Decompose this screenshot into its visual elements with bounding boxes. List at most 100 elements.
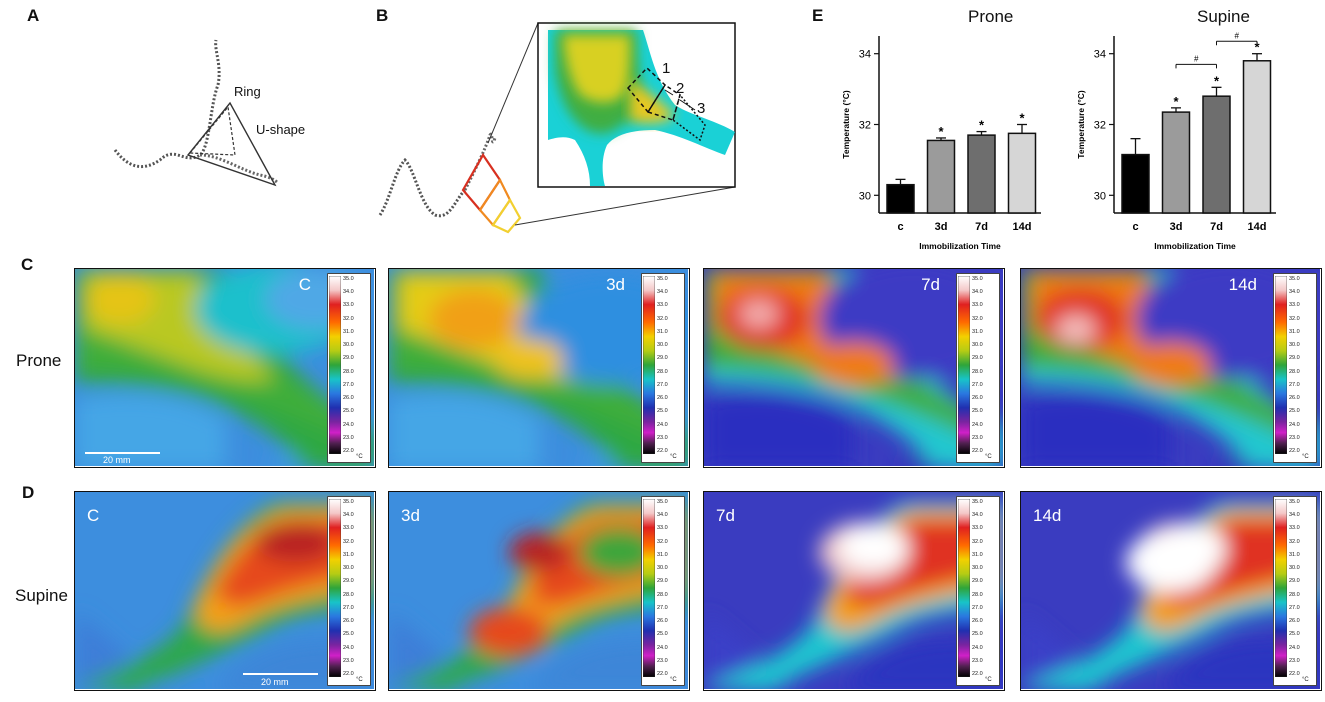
panel-a-sketch — [113, 39, 280, 187]
color-scale-tick: 28.0 — [657, 368, 668, 375]
heat-map — [389, 492, 688, 689]
roi-leader-2 — [664, 89, 674, 96]
color-scale-tick: 22.0 — [657, 448, 668, 454]
heat-map — [1021, 492, 1320, 689]
significance-marker: * — [979, 118, 985, 133]
color-gradient — [958, 499, 970, 677]
color-scale-tick: 27.0 — [343, 381, 354, 388]
ring-region — [188, 105, 236, 156]
panel-b-diagram — [378, 22, 736, 234]
color-scale-tick: 30.0 — [972, 342, 983, 349]
color-scale-tick: 35.0 — [1289, 499, 1300, 505]
y-axis-label: Temperature (°C) — [841, 90, 851, 159]
panel-label-b: B — [376, 6, 389, 25]
significance-marker: * — [1019, 111, 1025, 126]
color-scale-tick: 26.0 — [972, 618, 983, 625]
color-scale-tick: 30.0 — [657, 342, 668, 349]
bar-7d — [1202, 95, 1231, 214]
y-tick-label: 34 — [1094, 49, 1106, 61]
color-scale-tick: 35.0 — [972, 276, 983, 282]
bar-c — [1121, 153, 1150, 214]
color-scale-tick: 22.0 — [657, 671, 668, 677]
panel-label-a: A — [27, 6, 40, 25]
color-gradient — [1275, 276, 1287, 454]
heat-map — [75, 492, 374, 689]
thermogram-label: 7d — [921, 275, 940, 294]
roi-label-2: 2 — [676, 80, 685, 97]
color-scale-tick: 33.0 — [343, 302, 354, 309]
color-scale-tick: 22.0 — [343, 671, 354, 677]
color-scale-tick: 25.0 — [343, 408, 354, 415]
color-scale-unit: °C — [985, 677, 992, 683]
heat-map — [1021, 269, 1320, 466]
color-scale-bar: 35.0 34.0 33.0 32.0 31.0 30.0 29.0 28.0 27.0 26.0… — [1273, 496, 1317, 686]
roi-3-outline — [491, 197, 522, 234]
color-scale-bar: 35.0 34.0 33.0 32.0 31.0 30.0 29.0 28.0 27.0 26.0… — [956, 273, 1000, 463]
bar-14d — [1007, 132, 1037, 214]
color-scale-tick: 24.0 — [657, 644, 668, 651]
color-scale-unit: °C — [356, 677, 363, 683]
color-gradient — [643, 499, 655, 677]
chart-title-prone: Prone — [968, 7, 1014, 26]
color-scale-tick: 24.0 — [972, 644, 983, 651]
color-scale-tick: 31.0 — [972, 328, 983, 335]
color-scale-tick: 32.0 — [972, 538, 983, 545]
row-label-prone: Prone — [16, 351, 62, 370]
x-tick-label: 3d — [1170, 221, 1183, 233]
panel-label-c: C — [21, 255, 34, 274]
color-scale-tick: 34.0 — [657, 289, 668, 296]
color-scale-tick: 22.0 — [1289, 448, 1300, 454]
color-scale-tick: 29.0 — [972, 578, 983, 585]
color-scale-tick: 29.0 — [657, 578, 668, 585]
color-scale-tick: 26.0 — [657, 618, 668, 625]
color-scale-tick: 23.0 — [972, 434, 983, 441]
color-scale-tick: 24.0 — [343, 644, 354, 651]
color-scale-tick: 24.0 — [972, 421, 983, 428]
color-scale-tick: 28.0 — [1289, 368, 1300, 375]
color-gradient — [329, 499, 341, 677]
x-tick-label: c — [897, 221, 903, 233]
color-scale-tick: 27.0 — [343, 604, 354, 611]
color-scale-tick: 26.0 — [972, 395, 983, 402]
color-scale-bar: 35.0 34.0 33.0 32.0 31.0 30.0 29.0 28.0 27.0 26.0… — [641, 496, 685, 686]
thermogram-prone-1: 35.0 34.0 33.0 32.0 31.0 30.0 29.0 28.0 27.0 26.0… — [388, 268, 690, 468]
color-scale-tick: 27.0 — [972, 604, 983, 611]
color-scale-tick: 29.0 — [657, 355, 668, 362]
color-scale-tick: 33.0 — [1289, 525, 1300, 532]
color-scale-tick: 25.0 — [1289, 408, 1300, 415]
color-scale-tick: 26.0 — [343, 395, 354, 402]
thermogram-supine-1: 35.0 34.0 33.0 32.0 31.0 30.0 29.0 28.0 27.0 26.0… — [388, 491, 690, 691]
thermogram-label: 3d — [606, 275, 625, 294]
color-scale-tick: 25.0 — [657, 631, 668, 638]
scale-bar-line — [243, 673, 318, 675]
thermogram-prone-0: 35.0 34.0 33.0 32.0 31.0 30.0 29.0 28.0 27.0 26.0… — [74, 268, 376, 468]
color-scale-bar: 35.0 34.0 33.0 32.0 31.0 30.0 29.0 28.0 27.0 26.0… — [1273, 273, 1317, 463]
bar-3d — [926, 139, 956, 214]
color-scale-tick: 29.0 — [972, 355, 983, 362]
color-scale-tick: 28.0 — [343, 368, 354, 375]
color-scale-tick: 34.0 — [972, 512, 983, 519]
color-scale-tick: 35.0 — [657, 499, 668, 505]
color-scale-tick: 33.0 — [657, 525, 668, 532]
zoom-roi-3 — [672, 93, 706, 142]
zoom-thermogram — [548, 30, 735, 186]
color-scale-tick: 30.0 — [657, 565, 668, 572]
u-shape-region — [186, 101, 277, 187]
x-tick-label: 3d — [935, 221, 948, 233]
color-scale-tick: 32.0 — [343, 315, 354, 322]
color-scale-tick: 24.0 — [343, 421, 354, 428]
color-scale-tick: 25.0 — [972, 408, 983, 415]
thermogram-label: 14d — [1033, 506, 1062, 525]
color-scale-bar: 35.0 34.0 33.0 32.0 31.0 30.0 29.0 28.0 27.0 26.0… — [327, 273, 371, 463]
color-scale-tick: 29.0 — [1289, 355, 1300, 362]
thermogram-label: C — [298, 275, 311, 294]
zoom-line-bottom — [514, 186, 736, 226]
color-scale-tick: 22.0 — [1289, 671, 1300, 677]
color-scale-tick: 35.0 — [343, 499, 354, 505]
color-scale-tick: 31.0 — [1289, 551, 1300, 558]
roi-2-outline — [478, 177, 512, 227]
color-scale-tick: 32.0 — [343, 538, 354, 545]
color-scale-tick: 29.0 — [1289, 578, 1300, 585]
color-scale-bar: 35.0 34.0 33.0 32.0 31.0 30.0 29.0 28.0 27.0 26.0… — [956, 496, 1000, 686]
ring-label: Ring — [234, 84, 261, 99]
